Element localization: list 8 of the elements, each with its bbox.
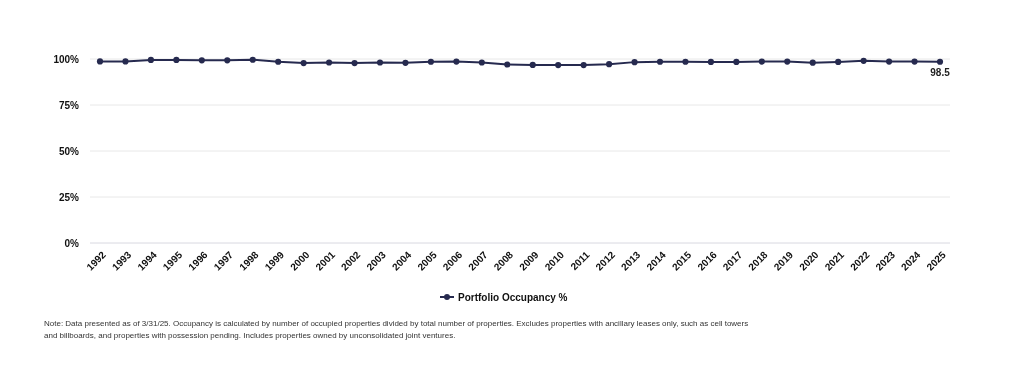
- legend-label: Portfolio Occupancy %: [458, 291, 568, 303]
- y-tick-label: 0%: [64, 237, 80, 249]
- y-tick-label: 75%: [58, 99, 80, 111]
- y-tick-label: 25%: [58, 191, 80, 203]
- y-tick-label: 100%: [53, 53, 80, 65]
- data-label: 98.5: [930, 66, 951, 78]
- y-tick-label: 50%: [58, 145, 80, 157]
- text: Note: Data presented as of 3/31/25. Occupancy is calculated by number of occupied properties divided by total number of properties. Excludes properties with ancillary leases only, such as cell towers and billboards, and properties with possession pending. Includes properties owned by unconsolidated joint ventures.: [44, 319, 749, 340]
